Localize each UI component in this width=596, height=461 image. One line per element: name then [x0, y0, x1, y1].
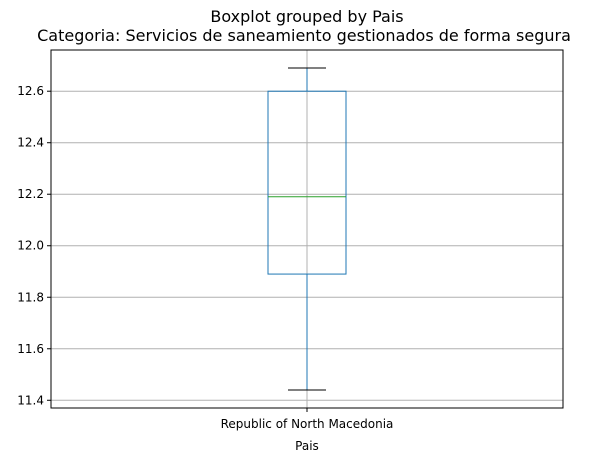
y-tick-label: 12.6 [17, 84, 44, 98]
box-series [267, 67, 347, 391]
chart-subtitle: Categoria: Servicios de saneamiento gest… [37, 26, 571, 45]
x-axis-label: Pais [295, 439, 319, 453]
x-axis-ticks: Republic of North Macedonia [221, 408, 394, 431]
plot-frame [50, 49, 564, 409]
y-tick-label: 11.6 [17, 342, 44, 356]
x-tick-label: Republic of North Macedonia [221, 417, 394, 431]
y-tick-label: 11.8 [17, 290, 44, 304]
y-tick-label: 12.4 [17, 136, 44, 150]
chart-title: Boxplot grouped by Pais [210, 7, 403, 26]
y-tick-label: 11.4 [17, 393, 44, 407]
y-tick-label: 12.2 [17, 187, 44, 201]
iqr-box [267, 90, 347, 275]
y-tick-label: 12.0 [17, 239, 44, 253]
y-axis-ticks: 11.4 11.6 11.8 12.0 12.2 12.4 12.6 [17, 84, 51, 407]
